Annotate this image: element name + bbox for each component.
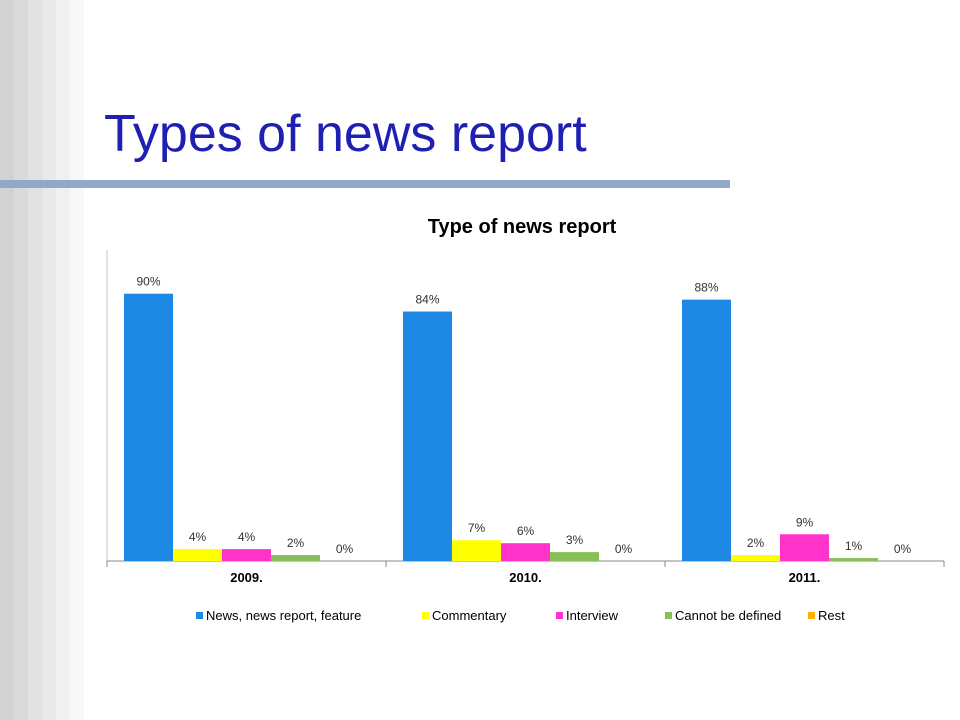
- bar: [452, 540, 501, 561]
- legend-swatch: [196, 612, 203, 619]
- bar: [403, 311, 452, 561]
- bar: [829, 558, 878, 561]
- data-label: 0%: [615, 542, 633, 556]
- data-label: 6%: [517, 524, 535, 538]
- bar: [501, 543, 550, 561]
- data-label: 90%: [136, 275, 160, 289]
- legend-swatch: [422, 612, 429, 619]
- data-label: 4%: [189, 530, 207, 544]
- bar: [731, 555, 780, 561]
- legend-label: Cannot be defined: [675, 608, 781, 623]
- data-label: 3%: [566, 533, 584, 547]
- striped-background: [0, 0, 84, 720]
- category-label: 2009.: [230, 570, 263, 585]
- plot-area: 90% 4% 4% 2% 0% 2009. 84% 7% 6% 3% 0% 2010. 88% 2% 9% 1…: [106, 250, 945, 585]
- category-label: 2011.: [789, 570, 821, 585]
- legend-label: Interview: [566, 608, 619, 623]
- bar: [550, 552, 599, 561]
- legend-label: News, news report, feature: [206, 608, 361, 623]
- data-label: 84%: [415, 293, 439, 307]
- legend-label: Rest: [818, 608, 845, 623]
- category-label: 2010.: [509, 570, 542, 585]
- data-label: 4%: [238, 530, 256, 544]
- bar: [271, 555, 320, 561]
- legend-swatch: [665, 612, 672, 619]
- data-label: 7%: [468, 521, 486, 535]
- data-label: 2%: [747, 536, 765, 550]
- data-label: 0%: [336, 542, 354, 556]
- title-divider: [0, 180, 730, 188]
- bar: [780, 534, 829, 561]
- data-label: 2%: [287, 536, 305, 550]
- bar: [682, 299, 731, 561]
- legend-label: Commentary: [432, 608, 507, 623]
- data-label: 88%: [694, 281, 718, 295]
- legend: News, news report, feature Commentary Inte…: [196, 608, 845, 623]
- data-label: 0%: [894, 542, 912, 556]
- legend-swatch: [556, 612, 563, 619]
- bar: [124, 293, 173, 561]
- legend-swatch: [808, 612, 815, 619]
- data-label: 1%: [845, 539, 863, 553]
- bar: [222, 549, 271, 561]
- slide-title: Types of news report: [104, 105, 587, 163]
- bar: [173, 549, 222, 561]
- data-label: 9%: [796, 515, 814, 529]
- chart-title: Type of news report: [428, 216, 617, 238]
